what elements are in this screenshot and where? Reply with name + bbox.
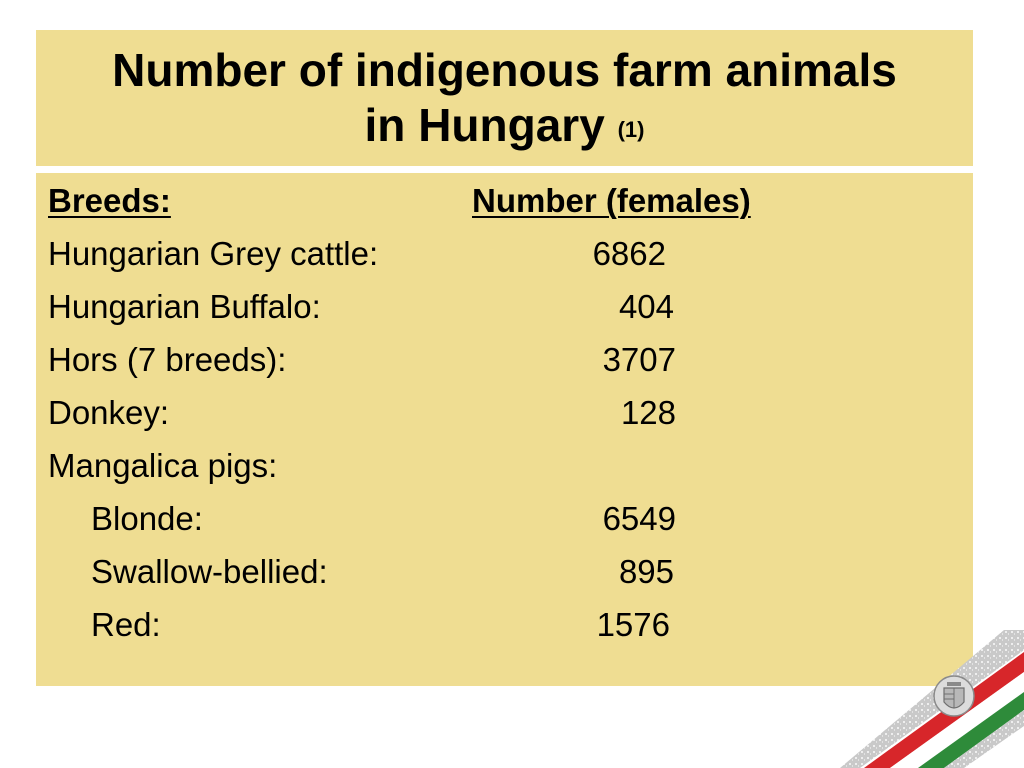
slide-title-box: Number of indigenous farm animals in Hun… [36,30,973,166]
slide-title-line-2-text: in Hungary [364,99,605,151]
slide-title-footnote: (1) [617,117,645,142]
row-label-swallow-bellied: Swallow-bellied: [91,553,328,590]
slide-title-line-1: Number of indigenous farm animals [112,44,897,96]
row-label-grey-cattle: Hungarian Grey cattle: [48,235,379,272]
row-value-grey-cattle: 6862 [592,235,666,272]
hungarian-flag-decoration [840,630,1024,768]
slide-title-line-2: in Hungary (1) [36,98,973,157]
row-value-donkey: 128 [620,394,676,431]
number-column-header: Number (females) [472,182,751,219]
row-value-swallow-bellied: 895 [618,553,674,590]
breeds-column-header: Breeds: [48,182,171,219]
flag-grey-band-top [840,630,1024,768]
flag-white-stripe [890,672,1024,768]
row-label-donkey: Donkey: [48,394,170,431]
row-value-horses: 3707 [602,341,676,378]
row-value-red: 1576 [596,606,670,643]
flag-grey-band-bottom [944,710,1024,768]
row-label-mangalica-pigs: Mangalica pigs: [48,447,278,484]
coat-of-arms-icon [933,675,975,717]
row-label-horses: Hors (7 breeds): [48,341,287,378]
row-label-buffalo: Hungarian Buffalo: [48,288,321,325]
breeds-table: Breeds: Number (females) Hungarian Grey … [36,173,973,686]
row-label-red: Red: [91,606,161,643]
row-value-buffalo: 404 [618,288,674,325]
flag-green-stripe [918,692,1024,768]
row-label-blonde: Blonde: [91,500,203,537]
row-value-blonde: 6549 [602,500,676,537]
